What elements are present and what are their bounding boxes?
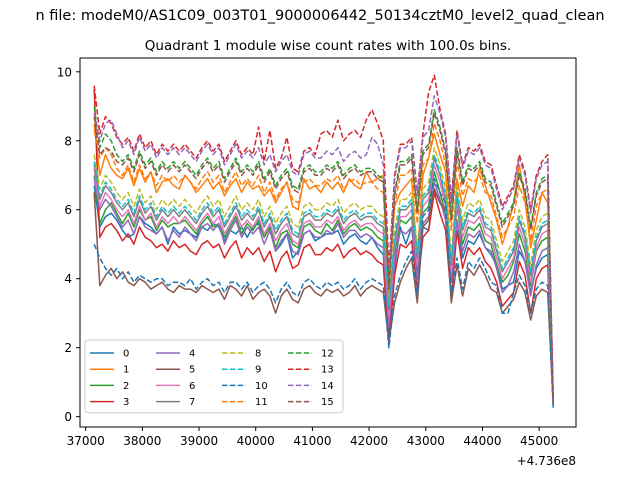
y-tick-label: 10 [57, 65, 72, 79]
series-line-11 [93, 122, 555, 403]
legend-label: 14 [321, 381, 334, 392]
series-line-4 [93, 178, 555, 407]
series-line-9 [93, 153, 555, 407]
x-axis-ticks: 37000 38000 39000 40000 41000 42000 43000 44000… [67, 427, 558, 448]
y-tick-label: 4 [64, 272, 72, 286]
legend-box [84, 339, 344, 414]
series-line-2 [93, 171, 555, 407]
chart-title: Quadrant 1 module wise count rates with … [145, 38, 511, 54]
legend-label: 0 [123, 349, 129, 360]
legend-label: 10 [255, 381, 268, 392]
y-tick-label: 2 [64, 341, 72, 355]
x-tick-label: 40000 [237, 434, 275, 448]
series-line-13 [93, 74, 555, 403]
x-axis-offset-label: +4.736e8 [517, 454, 576, 468]
legend-label: 15 [321, 397, 334, 408]
x-tick-label: 44000 [463, 434, 501, 448]
series-line-14 [93, 95, 555, 403]
legend-label: 12 [321, 349, 334, 360]
series-layer [93, 74, 555, 410]
legend-label: 4 [189, 349, 195, 360]
series-line-5 [93, 188, 555, 407]
legend-label: 9 [255, 365, 261, 376]
x-tick-label: 38000 [123, 434, 161, 448]
x-tick-label: 43000 [407, 434, 445, 448]
legend-label: 13 [321, 365, 334, 376]
series-line-10 [93, 177, 555, 410]
legend-label: 3 [123, 397, 129, 408]
series-line-1 [93, 123, 555, 403]
legend-label: 11 [255, 397, 268, 408]
x-tick-label: 45000 [520, 434, 558, 448]
figure-suptitle: n file: modeM0/AS1C09_003T01_9000006442_… [35, 8, 604, 24]
legend-label: 1 [123, 365, 129, 376]
legend-label: 8 [255, 349, 261, 360]
y-tick-label: 0 [64, 410, 72, 424]
y-tick-label: 6 [64, 203, 72, 217]
series-line-6 [93, 164, 555, 407]
legend-label: 5 [189, 365, 195, 376]
plot-area-frame [79, 57, 577, 428]
series-line-7 [93, 157, 555, 407]
x-tick-label: 41000 [293, 434, 331, 448]
y-tick-label: 8 [64, 134, 72, 148]
x-tick-label: 37000 [67, 434, 105, 448]
legend-label: 7 [189, 397, 195, 408]
x-tick-label: 39000 [180, 434, 218, 448]
y-axis-ticks: 0 2 4 6 8 10 [57, 65, 80, 424]
x-tick-label: 42000 [350, 434, 388, 448]
legend-label: 6 [189, 381, 195, 392]
series-line-15 [93, 112, 555, 403]
series-line-3 [93, 88, 555, 407]
series-line-12 [93, 106, 555, 403]
series-line-8 [93, 146, 555, 407]
legend-label: 2 [123, 381, 129, 392]
